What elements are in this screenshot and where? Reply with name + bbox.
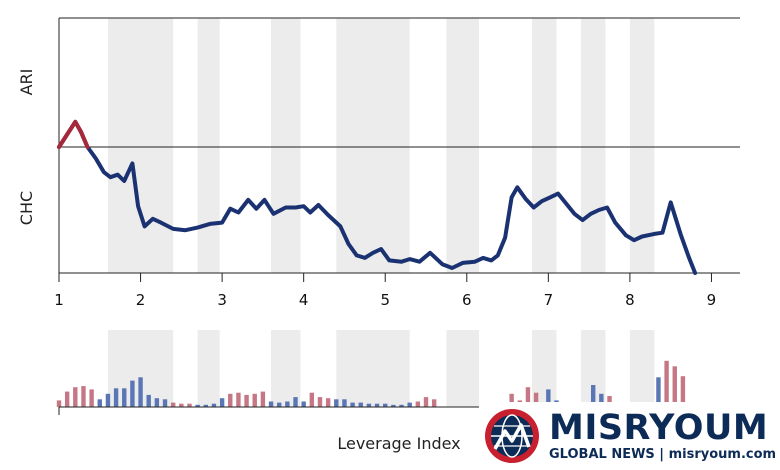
bar-23 [244,394,249,407]
bar-46 [431,399,437,407]
bar-6 [105,393,111,407]
bar-7 [113,388,119,407]
logo: MISRYOUM GLOBAL NEWS | misryoum.com [479,402,780,470]
bar-53 [590,385,596,407]
shaded-bands-bottom [107,330,655,407]
bar-11 [146,394,151,407]
bar-36 [350,402,355,407]
bar-25 [260,391,266,407]
shaded-band-bottom-4 [446,330,480,407]
shaded-bands-top [107,18,655,273]
bar-40 [383,403,388,407]
x-tick-label-7: 8 [625,291,635,309]
bar-4 [89,389,94,407]
bar-47 [509,393,514,407]
bar-13 [162,399,168,407]
bar-50 [533,392,539,407]
bar-1 [64,391,70,407]
bar-38 [366,403,372,407]
shaded-band-bottom-1 [197,330,220,407]
bar-5 [97,399,102,407]
bar-2 [73,387,78,407]
shaded-band-top-5 [532,18,557,273]
bar-21 [228,393,233,407]
bar-51 [546,389,551,407]
shaded-band-top-1 [197,18,220,273]
bar-32 [317,397,323,407]
x-axis-label: Leverage Index [337,434,460,453]
bar-24 [252,393,257,407]
bar-39 [374,403,380,407]
bar-9 [130,380,135,407]
shaded-band-top-7 [629,18,655,273]
logo-tagline: GLOBAL NEWS | misryoum.com [549,447,777,462]
bar-45 [423,397,429,407]
bar-44 [415,401,421,407]
x-tick-label-4: 5 [380,291,390,309]
bar-33 [325,398,331,407]
bar-20 [219,398,225,407]
y-lower-label: CHC [17,191,36,225]
x-tick-label-5: 6 [462,291,472,309]
x-tick-label-0: 1 [54,291,64,309]
bar-43 [407,402,412,407]
bar-8 [122,388,127,407]
bar-10 [138,377,143,407]
bar-31 [309,392,315,407]
bar-37 [358,402,363,407]
x-tick-label-3: 4 [299,291,309,309]
bar-49 [525,387,531,407]
bar-58 [672,366,677,407]
bar-55 [607,396,612,407]
x-tick-label-6: 7 [544,291,554,309]
x-ticks: 1 2 3 4 5 6 7 8 9 [54,273,716,309]
bar-15 [179,403,184,407]
bar-29 [293,397,298,407]
logo-brand: MISRYOUM [549,408,769,448]
shaded-band-top-0 [107,18,174,273]
bar-26 [268,401,274,407]
highlight-series-line [57,119,90,149]
bar-18 [203,404,209,407]
bar-3 [81,386,86,407]
bar-0 [56,400,62,407]
shaded-band-top-3 [336,18,410,273]
bar-16 [187,403,192,407]
shaded-band-top-6 [580,18,606,273]
shaded-band-bottom-7 [629,330,655,407]
shaded-band-top-2 [271,18,301,273]
bar-22 [236,392,241,407]
bar-57 [664,360,669,407]
bar-41 [391,404,396,407]
x-tick-label-8: 9 [707,291,717,309]
bar-59 [680,376,686,407]
x-tick-label-2: 3 [217,291,227,309]
bar-series [56,360,686,407]
bar-17 [195,404,200,407]
shaded-band-bottom-3 [336,330,410,407]
bar-42 [399,404,404,407]
bar-30 [301,401,306,407]
y-upper-label: ARI [17,69,36,96]
bar-12 [154,398,160,407]
bar-27 [277,402,282,407]
globe-logo-icon [485,409,539,463]
bar-28 [285,401,290,407]
x-tick-label-1: 2 [136,291,146,309]
bar-34 [334,399,339,407]
shaded-band-bottom-2 [271,330,301,407]
bar-14 [170,402,176,407]
bar-56 [656,377,661,407]
bar-35 [342,399,347,407]
shaded-band-top-4 [446,18,480,273]
bar-54 [599,393,604,407]
bar-19 [211,403,217,407]
main-series-line [57,119,698,275]
